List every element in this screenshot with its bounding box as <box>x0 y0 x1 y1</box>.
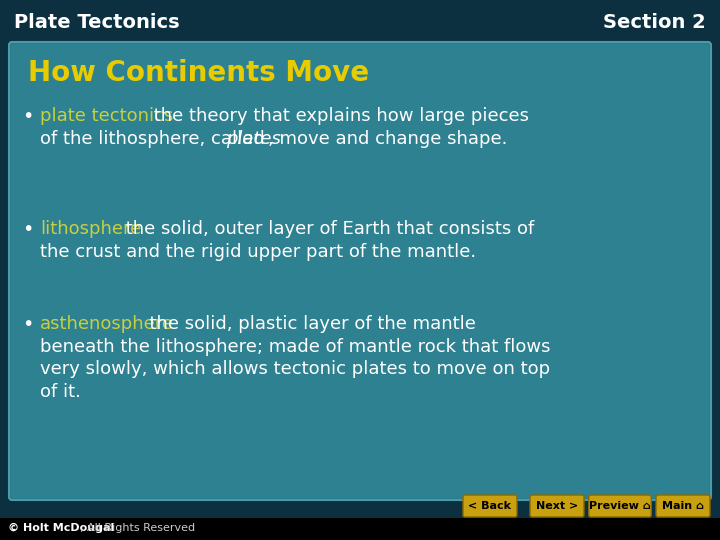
FancyBboxPatch shape <box>463 495 517 517</box>
Text: the theory that explains how large pieces: the theory that explains how large piece… <box>148 107 529 125</box>
FancyBboxPatch shape <box>589 495 652 517</box>
Text: < Back: < Back <box>469 501 511 511</box>
Text: the solid, outer layer of Earth that consists of: the solid, outer layer of Earth that con… <box>120 220 534 238</box>
Text: asthenosphere: asthenosphere <box>40 315 174 333</box>
Text: plates: plates <box>226 130 281 148</box>
Text: © Holt McDougal: © Holt McDougal <box>8 523 114 533</box>
Text: the solid, plastic layer of the mantle: the solid, plastic layer of the mantle <box>138 315 476 333</box>
Text: •: • <box>22 220 33 239</box>
Text: Next >: Next > <box>536 501 578 511</box>
Text: the crust and the rigid upper part of the mantle.: the crust and the rigid upper part of th… <box>40 243 476 261</box>
Text: Main ⌂: Main ⌂ <box>662 501 704 511</box>
Text: •: • <box>22 315 33 334</box>
Text: beneath the lithosphere; made of mantle rock that flows: beneath the lithosphere; made of mantle … <box>40 338 551 356</box>
Text: , move and change shape.: , move and change shape. <box>268 130 508 148</box>
Bar <box>0 0 720 42</box>
Text: of it.: of it. <box>40 383 81 401</box>
Text: plate tectonics: plate tectonics <box>40 107 174 125</box>
FancyBboxPatch shape <box>530 495 584 517</box>
Text: Plate Tectonics: Plate Tectonics <box>14 12 179 31</box>
FancyBboxPatch shape <box>656 495 710 517</box>
Text: , All Rights Reserved: , All Rights Reserved <box>80 523 195 533</box>
FancyBboxPatch shape <box>9 42 711 500</box>
Bar <box>0 518 720 540</box>
Text: •: • <box>22 107 33 126</box>
Text: lithosphere: lithosphere <box>40 220 141 238</box>
Text: of the lithosphere, called: of the lithosphere, called <box>40 130 271 148</box>
Text: Section 2: Section 2 <box>603 12 706 31</box>
Text: Preview ⌂: Preview ⌂ <box>589 501 651 511</box>
FancyBboxPatch shape <box>11 44 709 498</box>
Text: very slowly, which allows tectonic plates to move on top: very slowly, which allows tectonic plate… <box>40 361 550 379</box>
Text: How Continents Move: How Continents Move <box>28 59 369 87</box>
